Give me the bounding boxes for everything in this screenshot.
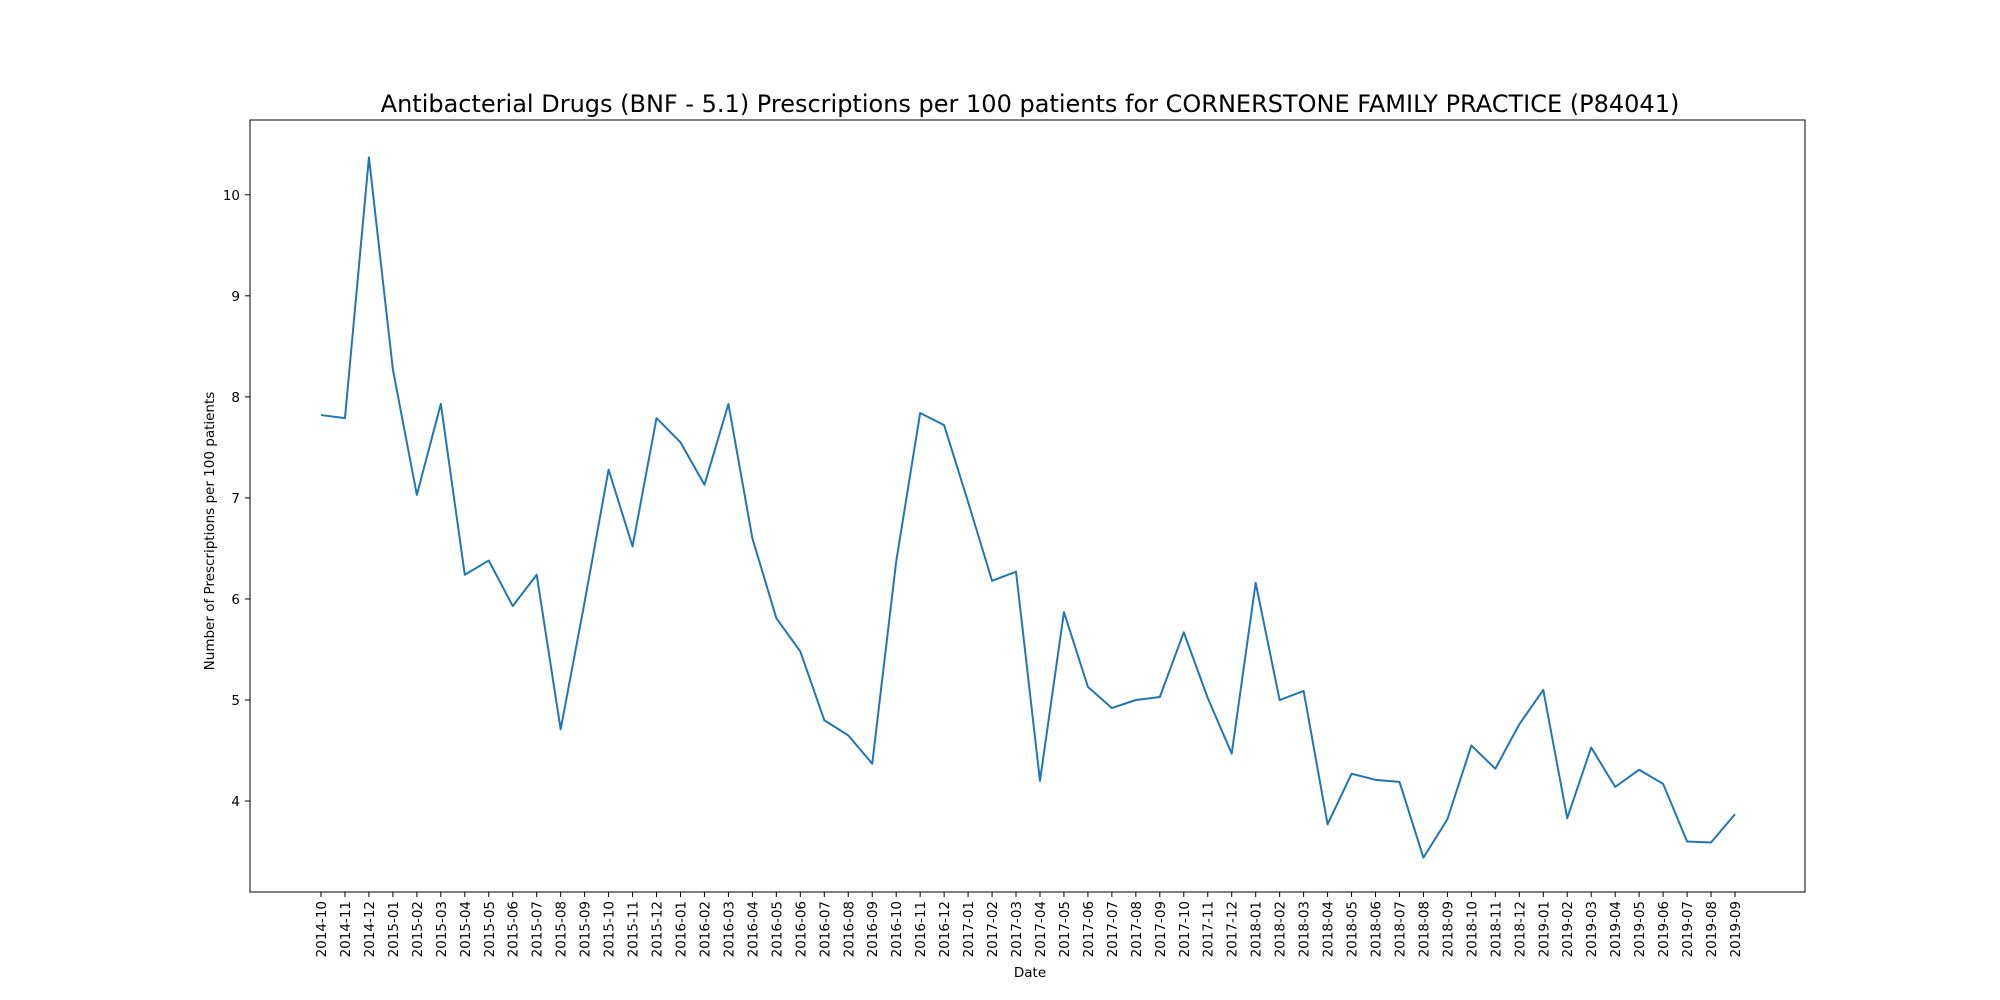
x-tick-label: 2019-04 xyxy=(1608,901,1624,957)
x-tick-label: 2016-07 xyxy=(817,901,833,957)
x-tick-label: 2017-05 xyxy=(1057,901,1073,957)
x-tick-label: 2015-10 xyxy=(602,901,618,957)
x-tick-label: 2016-02 xyxy=(697,901,713,957)
x-tick-label: 2017-07 xyxy=(1105,901,1121,957)
x-tick-label: 2018-12 xyxy=(1512,901,1528,957)
x-tick-label: 2015-02 xyxy=(410,901,426,957)
series-line xyxy=(320,156,1736,859)
x-tick-label: 2018-11 xyxy=(1488,901,1504,957)
x-tick-label: 2016-01 xyxy=(673,901,689,957)
x-tick-label: 2016-12 xyxy=(937,901,953,957)
x-tick-label: 2018-09 xyxy=(1440,901,1456,957)
y-tick-label: 6 xyxy=(231,592,240,608)
x-tick-label: 2018-02 xyxy=(1273,901,1289,957)
y-axis-label: Number of Prescriptions per 100 patients xyxy=(202,392,218,671)
x-tick-label: 2015-09 xyxy=(578,901,594,957)
x-tick-label: 2019-08 xyxy=(1704,901,1720,957)
x-tick-label: 2017-06 xyxy=(1081,901,1097,957)
x-tick-label: 2017-09 xyxy=(1153,901,1169,957)
x-tick-label: 2018-05 xyxy=(1345,901,1361,957)
x-tick-label: 2015-04 xyxy=(458,901,474,957)
x-axis-label: Date xyxy=(1014,965,1046,981)
x-tick-label: 2018-01 xyxy=(1249,901,1265,957)
y-tick-label: 8 xyxy=(231,390,240,406)
x-tick-label: 2015-08 xyxy=(554,901,570,957)
x-tick-label: 2017-02 xyxy=(985,901,1001,957)
x-tick-label: 2016-03 xyxy=(721,901,737,957)
x-tick-label: 2016-05 xyxy=(769,901,785,957)
x-tick-label: 2015-01 xyxy=(386,901,402,957)
x-tick-label: 2017-11 xyxy=(1201,901,1217,957)
x-tick-label: 2016-10 xyxy=(889,901,905,957)
x-tick-label: 2017-12 xyxy=(1225,901,1241,957)
x-tick-label: 2019-07 xyxy=(1680,901,1696,957)
x-tick-label: 2019-09 xyxy=(1728,901,1744,957)
x-tick-label: 2018-08 xyxy=(1416,901,1432,957)
x-tick-label: 2017-03 xyxy=(1009,901,1025,957)
x-tick-label: 2017-04 xyxy=(1033,901,1049,957)
plot-frame xyxy=(249,119,1806,893)
x-tick-label: 2017-01 xyxy=(961,901,977,957)
x-tick-label: 2015-12 xyxy=(650,901,666,957)
x-tick-label: 2014-11 xyxy=(338,901,354,957)
x-tick-label: 2016-09 xyxy=(865,901,881,957)
y-tick-label: 5 xyxy=(231,693,240,709)
x-tick-label: 2018-04 xyxy=(1321,901,1337,957)
x-tick-label: 2016-06 xyxy=(793,901,809,957)
x-tick-label: 2015-07 xyxy=(530,901,546,957)
x-tick-label: 2017-08 xyxy=(1129,901,1145,957)
chart-title: Antibacterial Drugs (BNF - 5.1) Prescrip… xyxy=(381,90,1680,118)
x-tick-label: 2015-03 xyxy=(434,901,450,957)
x-tick-label: 2018-06 xyxy=(1369,901,1385,957)
x-tick-label: 2014-10 xyxy=(314,901,330,957)
x-tick-label: 2019-03 xyxy=(1584,901,1600,957)
plot-area: 4 5 6 7 8 9 10 2014-10 2014-11 2014-12 2015-01 2015… xyxy=(223,119,1806,957)
y-tick-label: 10 xyxy=(223,188,240,204)
y-tick-label: 7 xyxy=(231,491,240,507)
x-tick-label: 2016-08 xyxy=(841,901,857,957)
x-tick-label: 2016-04 xyxy=(745,901,761,957)
y-tick-label: 4 xyxy=(231,794,240,810)
x-tick-label: 2016-11 xyxy=(913,901,929,957)
x-tick-label: 2018-10 xyxy=(1464,901,1480,957)
x-tick-label: 2019-05 xyxy=(1632,901,1648,957)
x-tick-label: 2014-12 xyxy=(362,901,378,957)
x-tick-label: 2015-11 xyxy=(626,901,642,957)
x-tick-label: 2018-03 xyxy=(1297,901,1313,957)
x-tick-label: 2019-06 xyxy=(1656,901,1672,957)
x-tick-label: 2015-05 xyxy=(482,901,498,957)
x-tick-label: 2018-07 xyxy=(1392,901,1408,957)
y-tick-label: 9 xyxy=(231,289,240,305)
x-tick-label: 2017-10 xyxy=(1177,901,1193,957)
x-tick-label: 2015-06 xyxy=(506,901,522,957)
x-tick-label: 2019-01 xyxy=(1536,901,1552,957)
x-tick-label: 2019-02 xyxy=(1560,901,1576,957)
